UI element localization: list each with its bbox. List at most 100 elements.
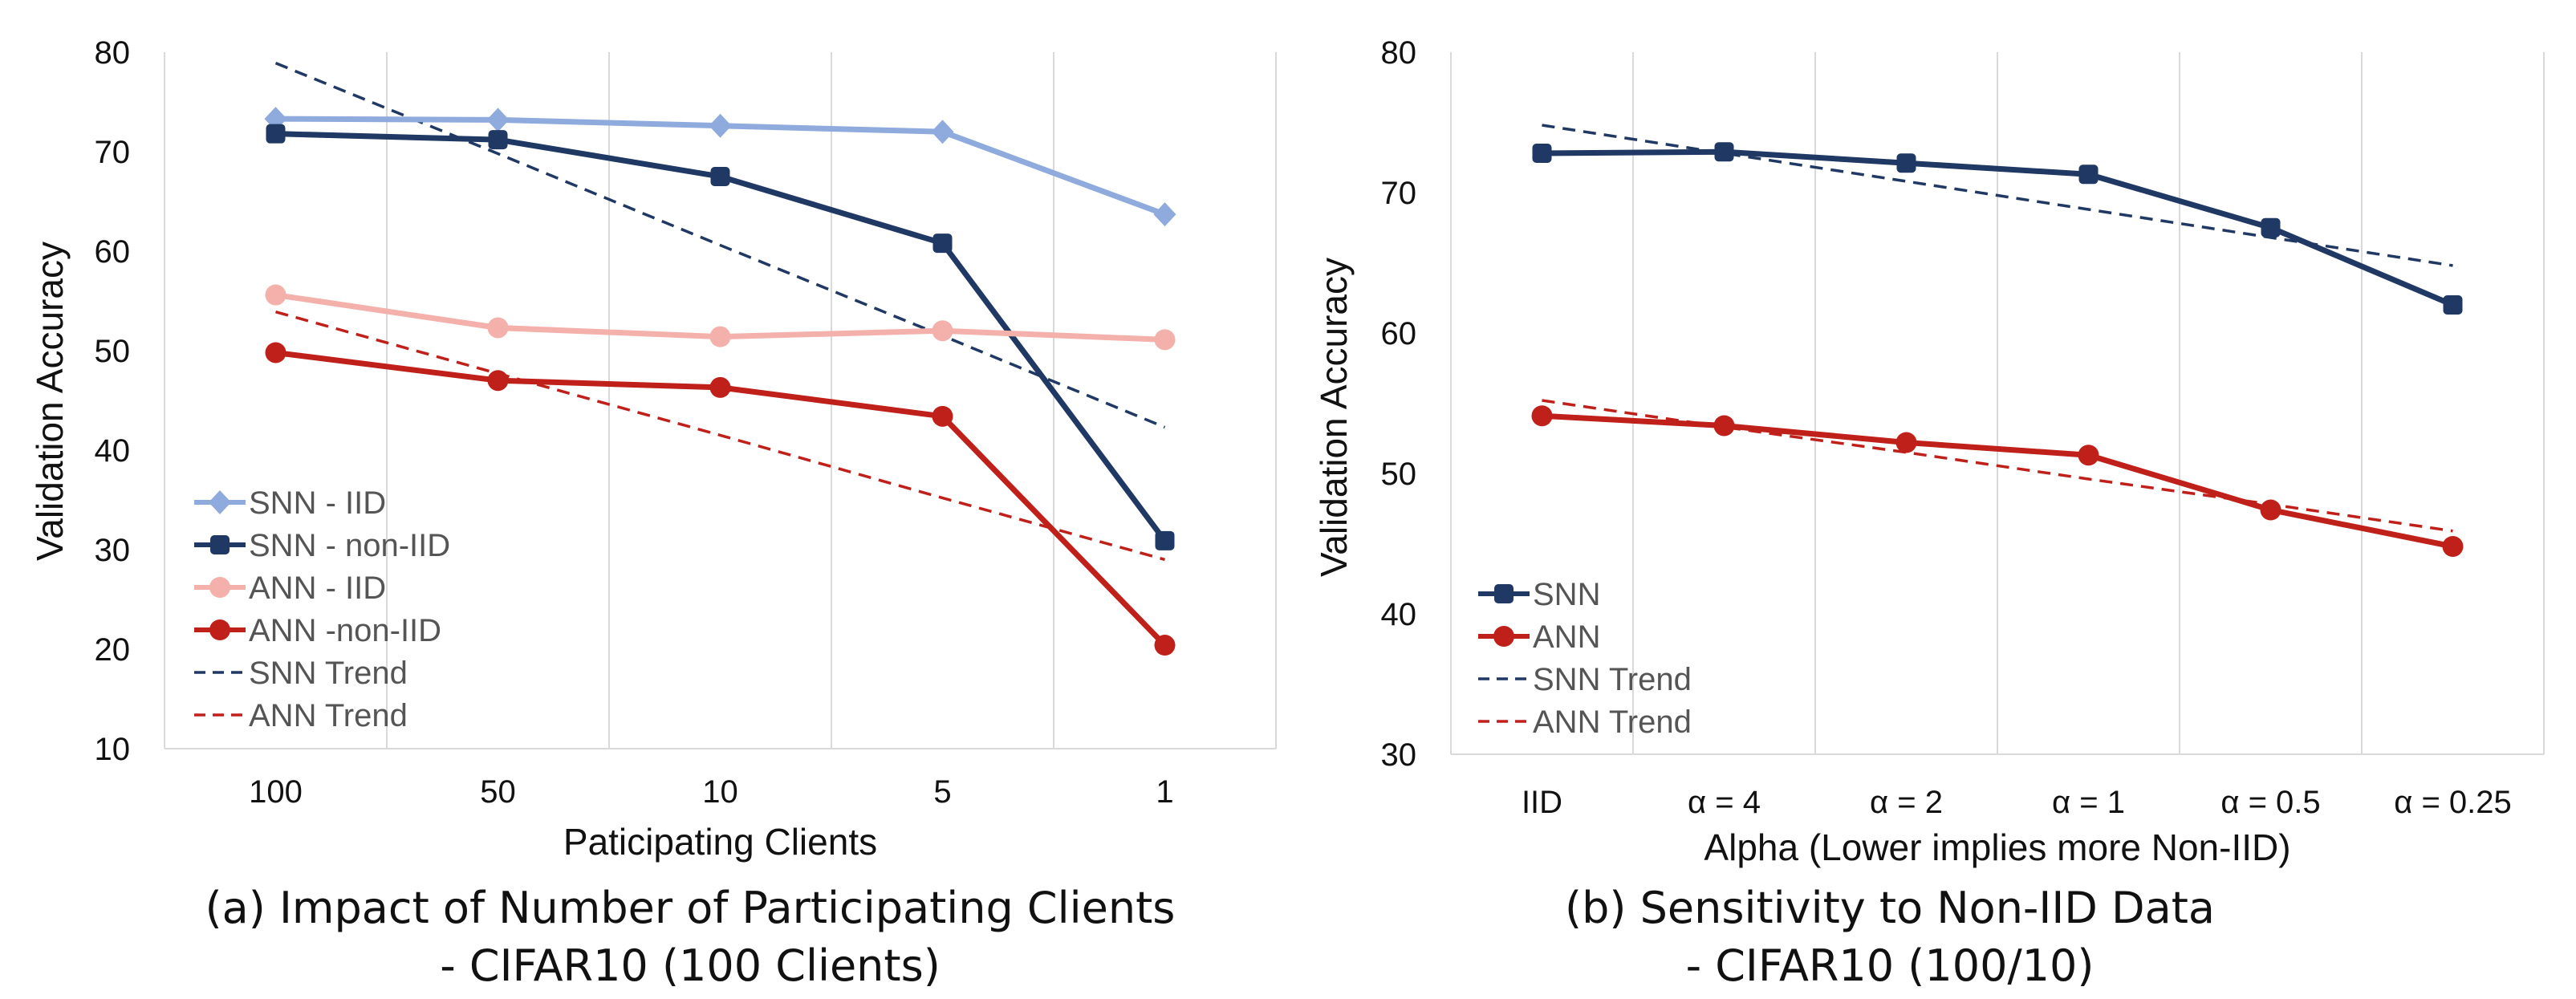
data-point <box>2261 217 2281 238</box>
x-axis-title: Paticipating Clients <box>563 821 877 863</box>
data-point <box>2260 499 2281 521</box>
x-tick-label: 5 <box>933 774 951 810</box>
x-tick-label: 10 <box>702 774 738 810</box>
legend: SNN ANN SNN Trend ANN Trend <box>1478 577 1692 740</box>
legend-marker <box>210 535 230 554</box>
y-axis-title: Validation Accuracy <box>1313 258 1355 577</box>
y-tick-label: 40 <box>95 433 131 469</box>
y-tick-label: 10 <box>95 732 131 767</box>
data-point <box>488 130 508 150</box>
series-snn-trend <box>1542 124 2453 267</box>
data-point <box>1532 144 1552 163</box>
series-line <box>1542 124 2453 267</box>
data-point <box>1895 432 1917 453</box>
data-point <box>2078 445 2099 466</box>
chart-subtitle: - CIFAR10 (100/10) <box>1686 940 2095 991</box>
x-axis-title: Alpha (Lower implies more Non-IID) <box>1704 826 2290 868</box>
series-snn-non-iid <box>266 124 1175 550</box>
y-tick-label: 70 <box>95 135 131 170</box>
data-point <box>1714 142 1734 162</box>
legend-label: ANN Trend <box>249 698 408 733</box>
legend-label: ANN <box>1533 619 1600 655</box>
x-tick-label: α = 0.5 <box>2220 785 2320 820</box>
legend-marker <box>209 577 230 598</box>
legend-item: ANN <box>1478 619 1600 655</box>
legend-label: ANN -non-IID <box>249 613 441 648</box>
x-tick-label: α = 1 <box>2052 785 2125 820</box>
x-tick-label: IID <box>1522 785 1562 820</box>
data-point <box>1153 202 1176 227</box>
legend-label: SNN - non-IID <box>249 528 450 563</box>
legend-label: SNN Trend <box>249 656 408 691</box>
y-tick-label: 60 <box>95 234 131 270</box>
data-point <box>1896 153 1916 173</box>
y-tick-label: 50 <box>1381 457 1417 492</box>
series-line <box>274 62 1166 429</box>
legend-item: SNN Trend <box>194 656 408 691</box>
data-point <box>1531 405 1553 427</box>
chart-title: (a) Impact of Number of Participating Cl… <box>205 883 1176 933</box>
data-point <box>487 370 509 392</box>
data-point <box>265 284 286 306</box>
legend: SNN - IID SNN - non-IID ANN - IID ANN -non-… <box>194 485 450 733</box>
series-ann <box>1531 405 2464 557</box>
legend-item: ANN Trend <box>194 698 408 733</box>
y-tick-label: 70 <box>1381 176 1417 211</box>
series-line <box>275 310 1165 562</box>
data-point <box>931 120 954 144</box>
data-point <box>709 113 732 138</box>
data-point <box>1154 329 1176 351</box>
legend-label: ANN Trend <box>1533 705 1692 740</box>
data-point <box>709 376 731 398</box>
chart-a: 10 20 30 40 50 60 70 80 100 50 10 5 1 Paticipating Cl… <box>29 35 1277 991</box>
y-tick-label: 60 <box>1381 316 1417 351</box>
series-ann-trend <box>275 310 1165 562</box>
series-snn <box>1532 142 2463 315</box>
chart-subtitle: - CIFAR10 (100 Clients) <box>440 940 941 991</box>
x-tick-label: α = 0.25 <box>2394 785 2512 820</box>
legend-label: SNN <box>1533 577 1600 612</box>
y-tick-label: 30 <box>95 533 131 568</box>
legend-item: ANN - IID <box>194 571 386 606</box>
legend-marker <box>209 619 230 640</box>
data-point <box>709 326 731 347</box>
x-tick-label: α = 4 <box>1688 785 1761 820</box>
data-point <box>932 405 953 427</box>
data-point <box>266 124 286 144</box>
y-axis-title: Validation Accuracy <box>29 242 71 561</box>
series-ann-non-iid <box>265 342 1176 656</box>
legend-marker <box>1494 584 1514 603</box>
x-tick-label: 50 <box>480 774 516 810</box>
chart-title: (b) Sensitivity to Non-IID Data <box>1565 883 2215 933</box>
data-point <box>486 108 510 132</box>
data-point <box>265 342 286 363</box>
data-point <box>1154 635 1176 656</box>
x-tick-label: 1 <box>1156 774 1173 810</box>
data-point <box>932 320 953 342</box>
series-snn-trend <box>274 62 1166 429</box>
data-point <box>487 317 509 339</box>
data-point <box>1155 530 1175 550</box>
y-tick-label: 20 <box>95 632 131 668</box>
legend-marker <box>209 490 231 514</box>
y-tick-label: 40 <box>1381 597 1417 632</box>
series-line <box>1539 148 2456 308</box>
legend-label: ANN - IID <box>249 571 386 606</box>
legend-item: ANN Trend <box>1478 705 1692 740</box>
data-point <box>1713 415 1735 437</box>
legend-marker <box>1493 626 1514 647</box>
data-point <box>932 234 953 254</box>
legend-item: SNN <box>1478 577 1600 612</box>
legend-item: SNN - non-IID <box>194 528 450 563</box>
series-snn-iid <box>264 107 1176 227</box>
data-point <box>2443 295 2463 315</box>
y-tick-label: 80 <box>1381 35 1417 71</box>
y-tick-label: 30 <box>1381 737 1417 773</box>
x-tick-label: 100 <box>249 774 303 810</box>
chart-b: 30 40 50 60 70 80 IID α = 4 α = 2 α = 1 α = 0.5 α =… <box>1313 35 2545 991</box>
series-line <box>1539 412 2456 550</box>
legend-label: SNN Trend <box>1533 662 1692 697</box>
data-point <box>2078 164 2099 185</box>
series-ann-iid <box>265 284 1176 351</box>
